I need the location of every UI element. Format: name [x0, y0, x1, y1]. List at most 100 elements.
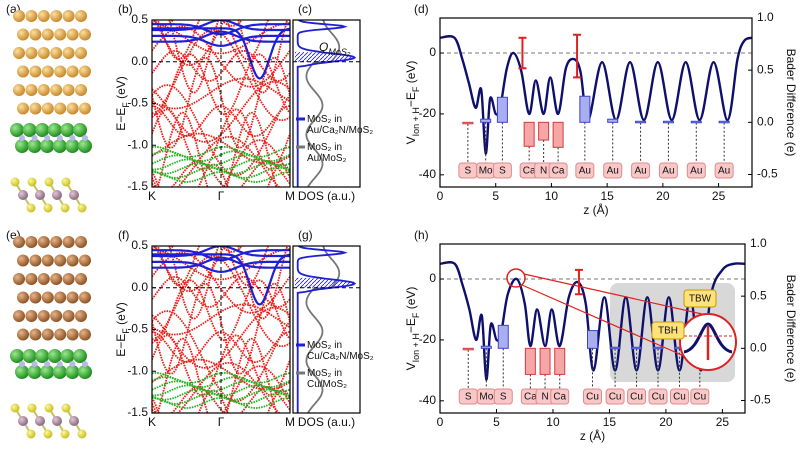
annotation: QMoS₂: [319, 40, 351, 57]
y-tick-label: 0.0: [131, 280, 148, 294]
band-line: [154, 20, 226, 67]
panel-label: (c): [298, 2, 312, 16]
metal-atom: [54, 291, 67, 304]
y-tick-label: -1.5: [127, 405, 148, 419]
band-line: [152, 34, 290, 48]
band-line: [152, 260, 290, 274]
s-atom: [26, 429, 36, 439]
frame: [151, 245, 291, 414]
atom-label: Mo: [479, 166, 493, 177]
s-atom: [10, 177, 20, 187]
atom-label-box: [714, 162, 734, 179]
atom-label: Ca: [524, 392, 537, 403]
ca-atom: [15, 365, 29, 379]
ca-atom: [65, 139, 80, 153]
band-line: [152, 20, 290, 32]
dos-curve: [305, 246, 341, 413]
y-axis-label-part: E−E: [114, 334, 128, 357]
ca-atom: [78, 365, 92, 379]
y-tick-label: -0.5: [127, 96, 148, 110]
panel-label: (d): [414, 2, 429, 16]
metal-atom: [25, 310, 38, 322]
atom-label-box: [493, 388, 513, 405]
y2-axis-label: Bader Difference (e): [784, 49, 798, 157]
metal-atom: [66, 328, 79, 341]
y-tick-label: -1.0: [127, 137, 148, 151]
x-tick-label: 5: [492, 189, 499, 203]
y-axis-label-part: V: [404, 136, 418, 144]
atom-label-box: [550, 388, 570, 405]
band-line: [152, 397, 290, 409]
metal-atom: [75, 47, 87, 59]
charge-area: [295, 277, 355, 288]
n-atom: [69, 135, 76, 141]
metal-atom: [29, 28, 42, 41]
metal-atom: [41, 65, 54, 78]
x-tick-label: 5: [493, 415, 500, 429]
band-line: [152, 171, 290, 183]
s-atom: [10, 403, 20, 413]
ca-atom: [22, 349, 37, 363]
y-axis-label: E−EF (eV): [114, 76, 131, 131]
band-line: [152, 365, 290, 413]
dos-curve: [305, 20, 341, 187]
atom-label: N: [541, 392, 548, 403]
zoom-ray: [523, 273, 703, 315]
bader-bar: [497, 324, 509, 349]
atom-label: S: [500, 392, 507, 403]
metal-atom: [29, 254, 42, 267]
x-tick-label: 10: [546, 415, 560, 429]
metal-atom: [17, 102, 29, 115]
y-tick-label: -40: [419, 167, 437, 181]
mo-atom: [69, 190, 79, 200]
s-atom: [27, 403, 37, 413]
n-atom: [82, 135, 88, 141]
y-axis-label-part: (eV): [114, 302, 128, 328]
atom-label-box: [548, 162, 568, 179]
plot-area: [440, 261, 745, 381]
ca-atom: [65, 365, 80, 379]
metal-atom: [75, 310, 87, 322]
y-axis-label: E−EF (eV): [114, 302, 131, 357]
bader-bar: [496, 96, 508, 123]
x-tick-label: K: [148, 415, 156, 429]
y-tick-label: 0.0: [131, 54, 148, 68]
y-axis-label-part: E−E: [114, 108, 128, 131]
ca-atom: [47, 349, 62, 363]
metal-atom: [29, 102, 42, 115]
atom-label-box: [648, 388, 668, 405]
y2-tick-label: -0.5: [750, 393, 771, 407]
bader-bar: [607, 118, 619, 123]
atom-label: S: [499, 166, 506, 177]
dos-curve: [296, 20, 357, 187]
zoom-curve: [683, 322, 733, 354]
atom-label-box: [631, 162, 651, 179]
y-axis-label-part: F: [411, 312, 421, 318]
band-line: [152, 154, 290, 167]
y-tick-label: 0.5: [131, 12, 148, 26]
atom-label-box: [658, 162, 678, 179]
metal-atom: [13, 47, 25, 59]
metal-atom: [17, 65, 29, 78]
n-atom: [44, 361, 51, 367]
metal-atom: [66, 28, 79, 41]
band-line: [152, 163, 290, 187]
band-line: [152, 380, 290, 393]
metal-atom: [50, 47, 63, 59]
metal-atom: [50, 10, 63, 22]
y2-tick-label: 1.0: [757, 10, 774, 24]
legend-label: MoS₂ in Au/Ca₂N/MoS₂: [307, 114, 373, 136]
y2-tick-label: 0.5: [757, 62, 774, 76]
band-line: [152, 246, 290, 258]
metal-atom: [25, 47, 38, 59]
y-tick-label: -0.5: [127, 322, 148, 336]
atom-label: S: [465, 392, 472, 403]
tag-box: [651, 321, 685, 340]
legend-line: MoS₂ in: [307, 340, 345, 351]
metal-atom: [54, 328, 67, 341]
legend-label: MoS₂ in Cu/MoS₂: [307, 368, 347, 390]
metal-atom: [37, 273, 50, 285]
x-tick-label: M: [285, 415, 295, 429]
s-atom: [77, 203, 87, 213]
s-atom: [43, 429, 53, 439]
